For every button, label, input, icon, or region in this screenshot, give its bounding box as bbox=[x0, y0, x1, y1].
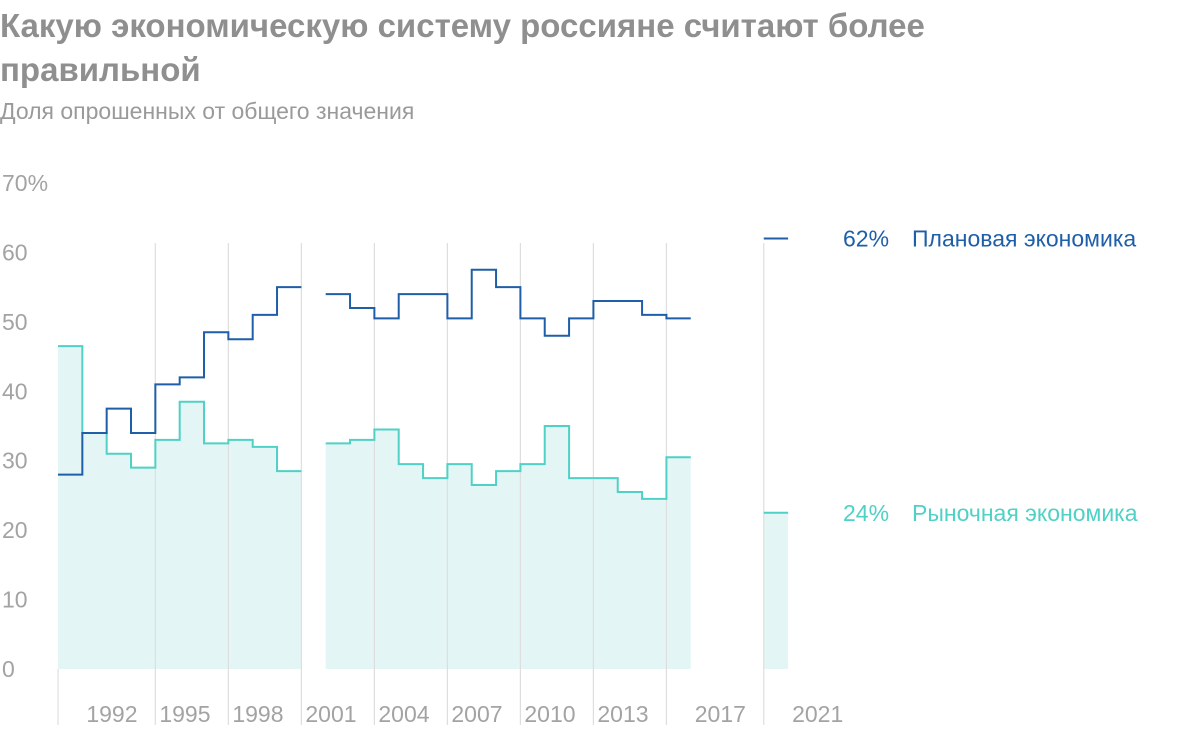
planned-series-label: Плановая экономика bbox=[912, 226, 1136, 252]
y-tick-label-50: 50 bbox=[2, 309, 28, 335]
market-area-3 bbox=[763, 512, 789, 669]
chart-subtitle: Доля опрошенных от общего значения bbox=[0, 98, 415, 124]
y-tick-label-20: 20 bbox=[2, 517, 28, 543]
y-tick-label-70: 70% bbox=[2, 170, 48, 196]
x-tick-label-2004: 2004 bbox=[378, 701, 429, 727]
x-tick-label-2010: 2010 bbox=[524, 701, 575, 727]
y-tick-label-0: 0 bbox=[2, 656, 15, 682]
planned-end-value-label: 62% bbox=[843, 226, 889, 252]
market-area-2 bbox=[325, 426, 691, 669]
x-tick-label-1995: 1995 bbox=[159, 701, 210, 727]
planned-line-1 bbox=[58, 286, 302, 476]
y-tick-label-30: 30 bbox=[2, 448, 28, 474]
y-tick-label-60: 60 bbox=[2, 239, 28, 265]
x-tick-label-1998: 1998 bbox=[232, 701, 283, 727]
planned-line-2 bbox=[325, 268, 691, 337]
y-tick-label-40: 40 bbox=[2, 378, 28, 404]
x-tick-label-2007: 2007 bbox=[451, 701, 502, 727]
market-end-value-label: 24% bbox=[843, 500, 889, 526]
market-series-label: Рыночная экономика bbox=[912, 500, 1138, 526]
chart-title: Какую экономическую систему россияне счи… bbox=[0, 7, 925, 88]
market-line-2 bbox=[325, 425, 691, 500]
x-tick-label-2001: 2001 bbox=[305, 701, 356, 727]
x-tick-label-2021: 2021 bbox=[792, 701, 843, 727]
y-tick-label-10: 10 bbox=[2, 587, 28, 613]
x-tick-label-2013: 2013 bbox=[597, 701, 648, 727]
x-tick-label-2017: 2017 bbox=[695, 701, 746, 727]
market-area-1 bbox=[58, 346, 302, 669]
x-tick-label-1992: 1992 bbox=[86, 701, 137, 727]
market-line-1 bbox=[58, 345, 302, 473]
